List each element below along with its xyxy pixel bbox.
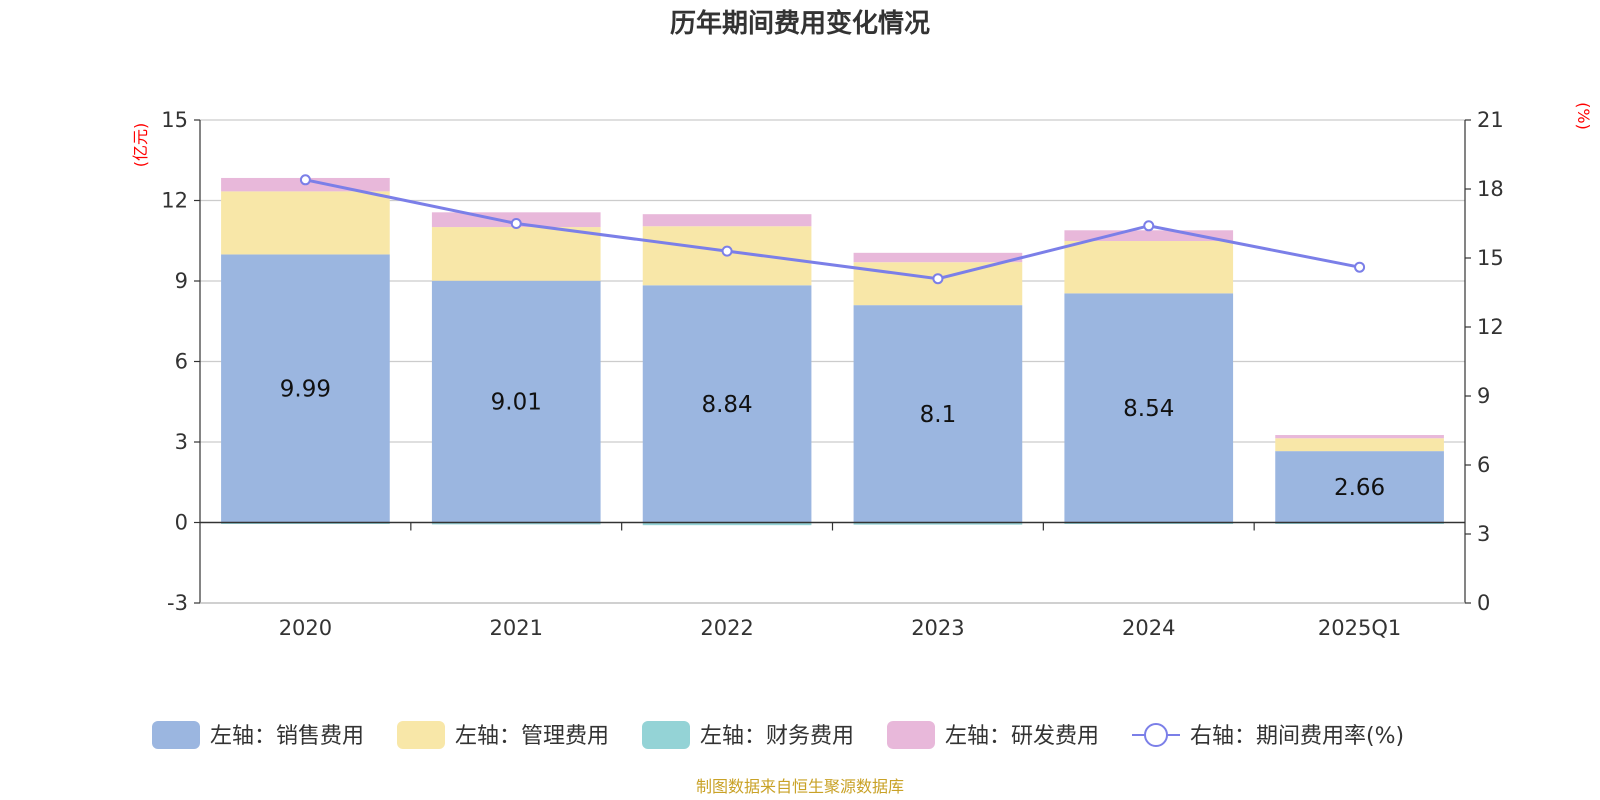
data-label: 8.1 — [920, 402, 957, 428]
category-label: 2020 — [279, 616, 332, 640]
rate-polyline — [305, 178, 1360, 281]
category-label: 2023 — [911, 616, 964, 640]
legend-swatch — [152, 721, 200, 749]
right-axis-unit: (%) — [1574, 102, 1593, 130]
left-tick-label: 9 — [175, 269, 188, 293]
right-tick-label: 0 — [1477, 591, 1490, 615]
bar-左轴：财务费用-2023[interactable] — [853, 522, 1023, 525]
left-tick-label: -3 — [167, 591, 188, 615]
legend-item[interactable]: 左轴：管理费用 — [397, 721, 609, 749]
bar-左轴：管理费用-2025Q1[interactable] — [1275, 438, 1444, 452]
legend-label: 右轴：期间费用率(%) — [1190, 724, 1404, 749]
legend-swatch — [397, 721, 445, 749]
bar-左轴：研发费用-2022[interactable] — [642, 214, 812, 227]
bar-左轴：财务费用-2022[interactable] — [642, 522, 812, 526]
axes: -3 0 3 6 9 12 15 0 3 6 9 12 15 18 21 2020 2021 2022 2023 20… — [161, 108, 1503, 640]
data-label: 9.99 — [280, 376, 331, 402]
legend-label: 左轴：研发费用 — [945, 724, 1099, 749]
legend-label: 左轴：财务费用 — [700, 724, 854, 749]
category-label: 2021 — [490, 616, 543, 640]
left-tick-label: 12 — [161, 189, 188, 213]
rate-point-2022[interactable] — [721, 245, 733, 257]
bar-左轴：销售费用-2021[interactable] — [431, 280, 601, 523]
left-tick-label: 15 — [161, 108, 188, 132]
data-label: 9.01 — [491, 390, 542, 416]
bar-左轴：销售费用-2025Q1[interactable] — [1275, 451, 1444, 523]
legend-item[interactable]: 左轴：研发费用 — [887, 721, 1099, 749]
bar-左轴：研发费用-2025Q1[interactable] — [1275, 435, 1444, 439]
category-label: 2025Q1 — [1318, 616, 1401, 640]
legend-label: 左轴：管理费用 — [455, 724, 609, 749]
left-axis-unit: (亿元) — [131, 123, 150, 168]
right-tick-label: 12 — [1477, 315, 1504, 339]
right-tick-label: 6 — [1477, 453, 1490, 477]
bar-左轴：研发费用-2024[interactable] — [1064, 230, 1234, 242]
right-tick-label: 21 — [1477, 108, 1504, 132]
data-label: 8.54 — [1123, 396, 1174, 422]
source-note: 制图数据来自恒生聚源数据库 — [696, 777, 904, 796]
bar-左轴：管理费用-2020[interactable] — [221, 191, 390, 255]
right-tick-label: 15 — [1477, 246, 1504, 270]
legend[interactable]: 左轴：销售费用 左轴：管理费用 左轴：财务费用 左轴：研发费用 右轴：期间费用率(%) — [152, 721, 1404, 749]
bar-左轴：销售费用-2024[interactable] — [1064, 293, 1234, 523]
rate-point-2025Q1[interactable] — [1354, 261, 1366, 273]
right-tick-label: 3 — [1477, 522, 1490, 546]
legend-item[interactable]: 左轴：财务费用 — [642, 721, 854, 749]
data-labels: 9.99 9.01 8.84 8.1 8.54 2.66 — [280, 376, 1385, 500]
left-tick-label: 3 — [175, 430, 188, 454]
data-label: 8.84 — [701, 392, 752, 418]
bar-series — [221, 177, 1444, 526]
legend-label: 左轴：销售费用 — [210, 724, 364, 749]
rate-point-2023[interactable] — [932, 273, 944, 285]
rate-point-2021[interactable] — [510, 218, 522, 229]
bar-左轴：管理费用-2024[interactable] — [1064, 241, 1234, 294]
legend-swatch — [887, 721, 935, 749]
legend-item[interactable]: 右轴：期间费用率(%) — [1132, 723, 1404, 749]
data-label: 2.66 — [1334, 475, 1385, 501]
bar-左轴：管理费用-2021[interactable] — [431, 227, 601, 281]
chart-title: 历年期间费用变化情况 — [670, 8, 930, 39]
legend-marker — [1144, 723, 1168, 747]
legend-item[interactable]: 左轴：销售费用 — [152, 721, 364, 749]
left-tick-label: 6 — [175, 350, 188, 374]
right-tick-label: 9 — [1477, 384, 1490, 408]
rate-point-2024[interactable] — [1143, 220, 1155, 232]
rate-line — [299, 174, 1366, 285]
bar-左轴：财务费用-2021[interactable] — [431, 522, 601, 525]
left-tick-label: 0 — [175, 511, 188, 535]
rate-point-2020[interactable] — [299, 174, 311, 186]
right-tick-label: 18 — [1477, 177, 1504, 201]
category-label: 2022 — [700, 616, 753, 640]
bar-左轴：销售费用-2020[interactable] — [221, 254, 390, 523]
bar-左轴：销售费用-2023[interactable] — [853, 305, 1023, 523]
category-label: 2024 — [1122, 616, 1175, 640]
bar-左轴：销售费用-2022[interactable] — [642, 285, 812, 523]
legend-swatch — [642, 721, 690, 749]
bar-左轴：研发费用-2023[interactable] — [853, 252, 1023, 263]
